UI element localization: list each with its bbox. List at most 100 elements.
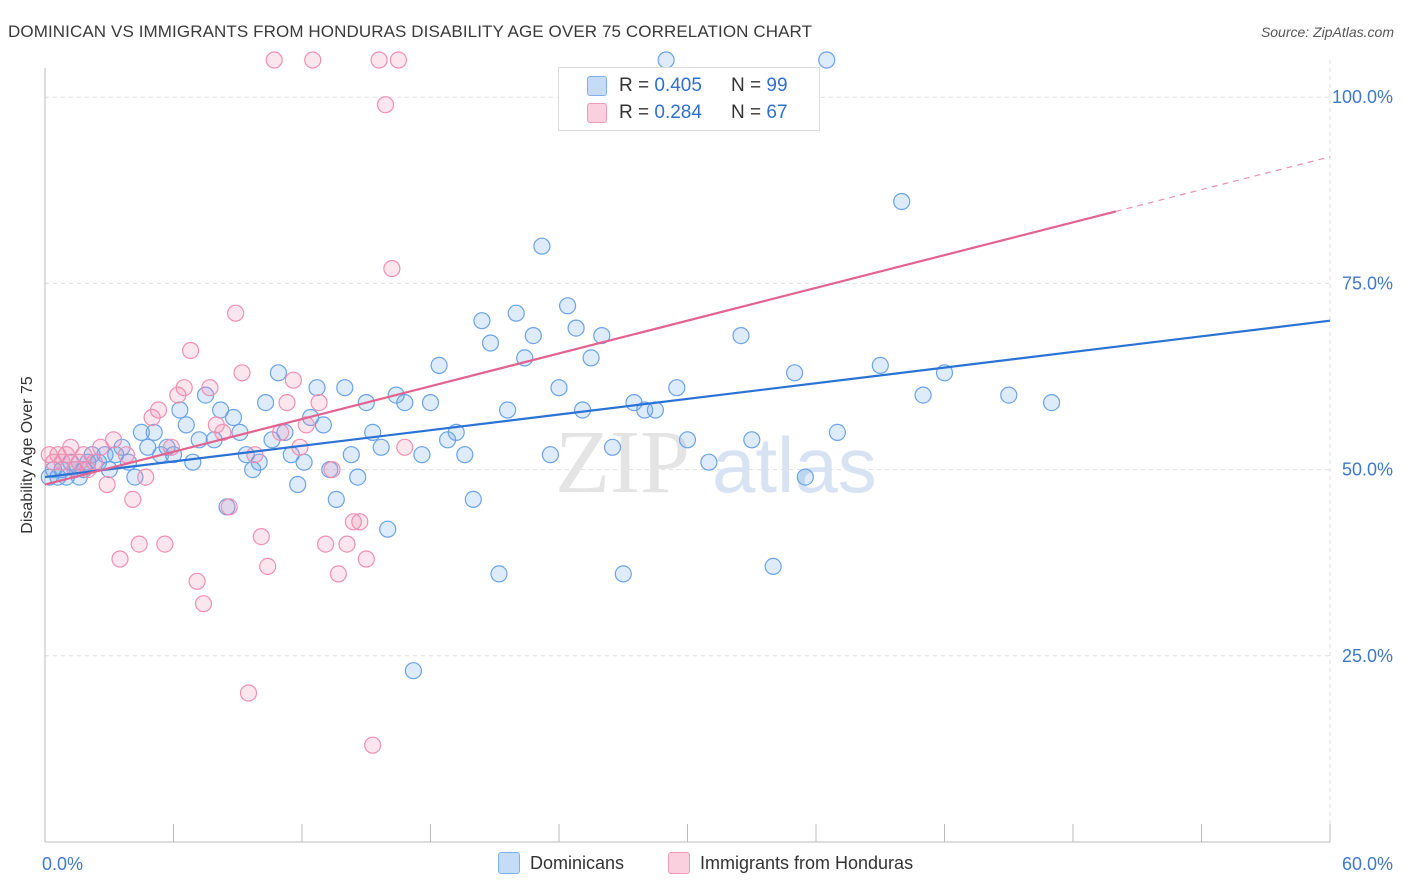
point-honduras [117, 446, 136, 464]
legend-swatch-honduras [587, 103, 607, 123]
point-honduras [104, 431, 123, 449]
trend-line-dominicans [44, 319, 1331, 479]
point-honduras [351, 513, 369, 531]
point-dominicans [732, 327, 750, 345]
point-dominicans [145, 423, 163, 441]
bottom-legend-swatch-dominicans [498, 852, 520, 874]
point-dominicans [327, 490, 345, 508]
legend-r-value: 0.284 [654, 102, 702, 123]
point-honduras [370, 51, 388, 69]
point-honduras [396, 438, 414, 456]
watermark-atlas: atlas [712, 421, 877, 509]
point-honduras [389, 51, 407, 69]
point-dominicans [464, 490, 482, 508]
point-dominicans [224, 408, 243, 427]
point-dominicans [413, 446, 431, 464]
x-tick-label-min: 0.0% [42, 854, 83, 874]
point-dominicans [295, 453, 313, 471]
point-honduras [376, 96, 395, 114]
tick-labels: 25.0% 50.0% 75.0% 100.0% 0.0% 60.0% [42, 87, 1393, 874]
point-honduras [156, 535, 174, 553]
point-honduras [304, 51, 322, 69]
point-dominicans [700, 453, 718, 471]
source-label: Source: ZipAtlas.com [1260, 24, 1394, 40]
point-dominicans [177, 416, 195, 434]
point-honduras [188, 572, 206, 590]
y-tick-label: 25.0% [1342, 646, 1393, 666]
bottom-legend-dominicans: Dominicans [498, 852, 624, 874]
point-honduras [194, 595, 213, 613]
point-dominicans [743, 431, 761, 449]
bottom-legend-honduras: Immigrants from Honduras [668, 852, 913, 874]
trend-line-honduras-extension [1115, 156, 1331, 213]
point-dominicans [372, 438, 390, 456]
point-honduras [182, 341, 200, 360]
point-dominicans [349, 468, 367, 486]
point-dominicans [533, 237, 551, 255]
point-honduras [98, 475, 116, 494]
point-dominicans [818, 51, 836, 69]
point-dominicans [257, 394, 275, 412]
point-dominicans [603, 438, 622, 456]
point-dominicans [785, 364, 804, 382]
point-honduras [227, 304, 245, 322]
point-honduras [259, 557, 277, 576]
point-dominicans [657, 51, 675, 69]
point-dominicans [314, 416, 332, 434]
legend-r-value: 0.405 [654, 75, 702, 96]
legend-r-label: R = [619, 75, 655, 96]
point-dominicans [582, 349, 600, 367]
x-tick-label-max: 60.0% [1342, 854, 1393, 874]
point-honduras [364, 736, 382, 754]
point-honduras [284, 371, 302, 389]
point-honduras [111, 550, 129, 568]
point-dominicans [1000, 386, 1018, 404]
point-honduras [383, 259, 401, 278]
point-dominicans [828, 423, 847, 441]
point-dominicans [871, 356, 889, 374]
point-dominicans [481, 334, 500, 352]
point-dominicans [914, 386, 932, 404]
point-honduras [92, 438, 110, 456]
point-dominicans [456, 446, 474, 464]
point-dominicans [550, 379, 568, 397]
point-dominicans [342, 446, 360, 464]
data-points [40, 51, 1061, 754]
legend-n-label: N = [731, 102, 767, 123]
legend-n-value: 67 [766, 102, 788, 123]
point-honduras [329, 565, 347, 583]
point-dominicans [289, 475, 307, 494]
legend-r-label: R = [619, 102, 655, 123]
bottom-legend-label-honduras: Immigrants from Honduras [700, 852, 914, 873]
point-dominicans [796, 468, 814, 486]
point-dominicans [541, 446, 560, 464]
point-dominicans [396, 394, 414, 412]
point-dominicans [678, 431, 697, 449]
point-honduras [323, 461, 341, 479]
point-dominicans [308, 379, 326, 397]
point-honduras [338, 535, 356, 553]
trend-line-honduras [44, 210, 1117, 486]
point-dominicans [139, 438, 157, 456]
point-honduras [357, 550, 375, 568]
point-honduras [239, 684, 258, 702]
axes [44, 68, 1331, 843]
point-honduras [85, 453, 103, 471]
point-dominicans [430, 356, 448, 374]
legend-swatch-dominicans [587, 76, 607, 96]
point-dominicans [764, 557, 782, 576]
y-tick-label: 75.0% [1342, 273, 1393, 293]
watermark-zip: ZIP [555, 413, 690, 512]
point-honduras [175, 379, 193, 397]
point-dominicans [893, 192, 911, 211]
point-honduras [252, 527, 270, 546]
point-dominicans [132, 423, 150, 441]
y-tick-label: 50.0% [1342, 460, 1393, 480]
y-tick-label: 100.0% [1332, 87, 1393, 107]
point-honduras [317, 535, 335, 553]
trend-lines [44, 156, 1331, 486]
point-dominicans [567, 319, 585, 337]
legend-n-value: 99 [766, 75, 788, 96]
point-honduras [310, 394, 328, 412]
